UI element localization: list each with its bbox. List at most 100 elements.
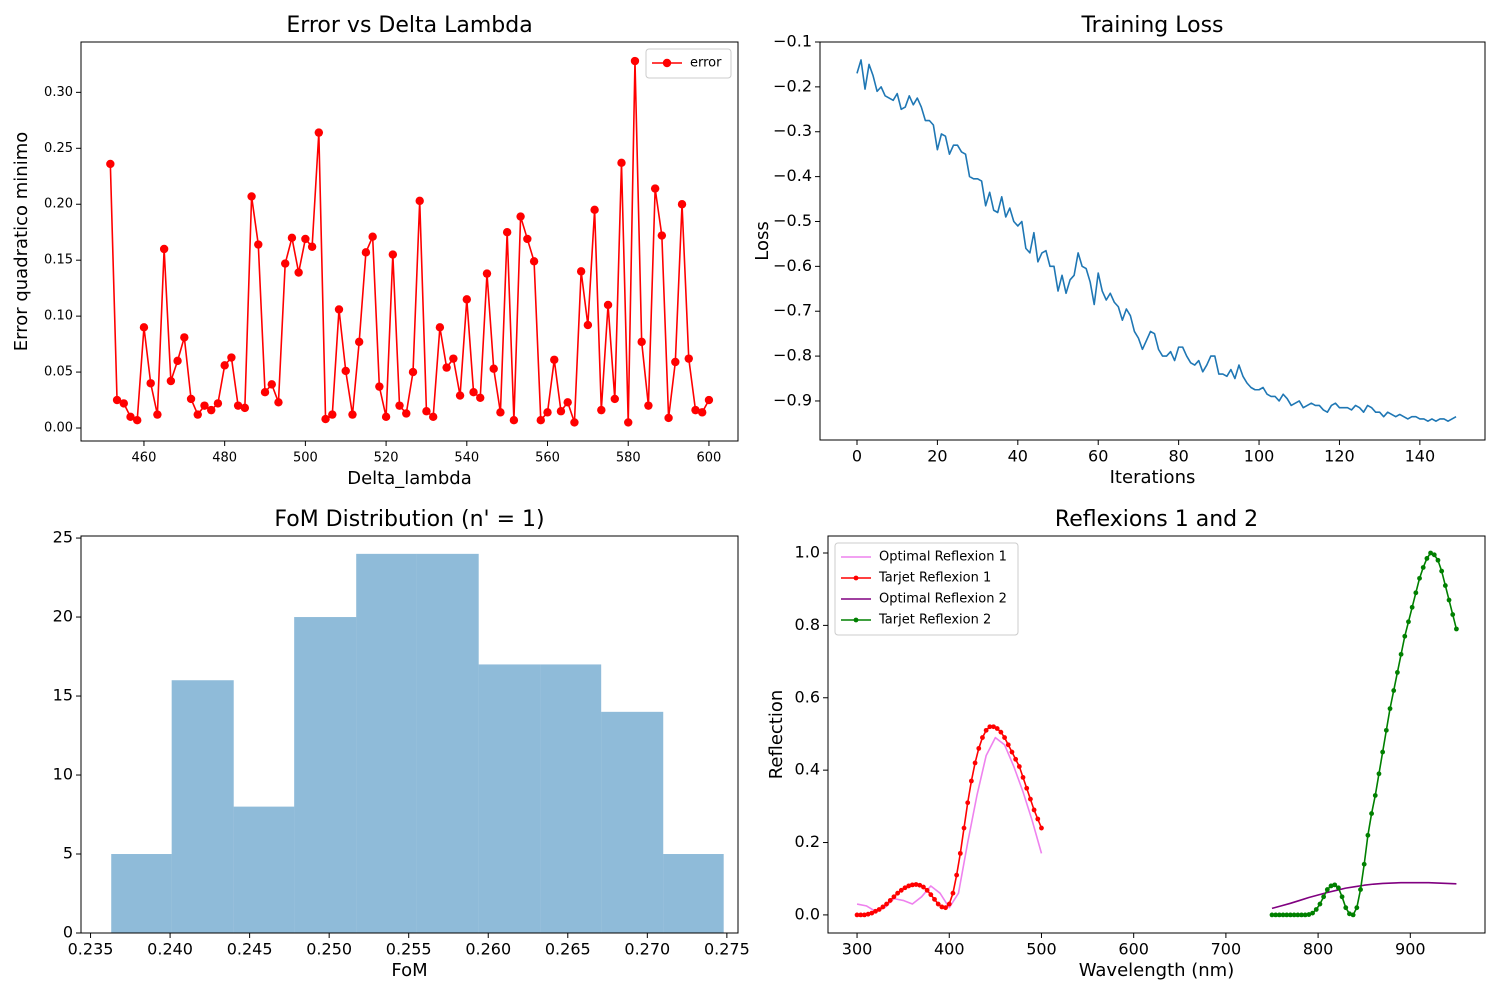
data-point xyxy=(1009,749,1015,755)
hist-bar xyxy=(540,664,602,933)
data-point xyxy=(1402,633,1408,639)
x-tick-label: 140 xyxy=(1405,447,1436,466)
data-point xyxy=(698,408,707,417)
x-tick-label: 120 xyxy=(1324,447,1355,466)
data-point xyxy=(550,355,559,364)
data-point xyxy=(1002,735,1007,740)
data-point xyxy=(153,410,162,419)
data-point xyxy=(415,196,424,206)
data-point xyxy=(133,415,142,425)
x-tick-label: 800 xyxy=(1303,940,1334,959)
y-tick-label: 0.05 xyxy=(44,365,73,380)
series-line xyxy=(856,736,1043,913)
data-point xyxy=(1376,771,1382,777)
data-point xyxy=(1299,912,1304,918)
data-point xyxy=(496,408,505,417)
data-point xyxy=(126,412,135,422)
x-tick-label: 600 xyxy=(697,451,722,466)
data-point xyxy=(381,412,391,422)
data-point xyxy=(1295,912,1301,918)
series-line xyxy=(1271,881,1457,910)
y-tick-label: 0.10 xyxy=(44,309,73,324)
data-point xyxy=(260,388,270,397)
data-point xyxy=(980,735,985,740)
data-point xyxy=(1024,785,1030,791)
data-point xyxy=(887,898,893,903)
data-point xyxy=(972,760,978,766)
x-tick-label: 0.260 xyxy=(465,940,511,959)
data-point xyxy=(509,415,519,425)
data-point xyxy=(1383,727,1389,733)
data-point xyxy=(476,393,485,403)
data-point xyxy=(1302,912,1308,918)
y-tick-label: 1.0 xyxy=(795,543,820,562)
data-point xyxy=(902,885,908,891)
data-point xyxy=(876,907,882,912)
data-point xyxy=(213,399,223,408)
y-tick-label: 20 xyxy=(53,607,73,626)
data-point xyxy=(341,366,350,376)
x-tick-label: 300 xyxy=(842,940,873,959)
x-tick-label: 0.235 xyxy=(68,940,114,959)
y-tick-label: 0.2 xyxy=(795,832,820,851)
data-point xyxy=(1335,885,1341,891)
data-point xyxy=(139,323,149,332)
data-point xyxy=(1424,556,1430,561)
data-point xyxy=(987,724,993,730)
series-line xyxy=(856,59,1457,422)
legend-label: Tarjet Reflexion 2 xyxy=(878,613,991,628)
y-tick-label: 0.0 xyxy=(795,904,820,923)
legend-box xyxy=(645,48,732,79)
data-point xyxy=(1306,912,1312,917)
series-line xyxy=(109,60,710,424)
chart-title: Training Loss xyxy=(1080,13,1223,38)
data-point xyxy=(281,259,290,268)
data-point xyxy=(998,729,1004,735)
y-tick-label: 0 xyxy=(63,923,73,942)
data-point xyxy=(1350,912,1356,918)
x-tick-label: 400 xyxy=(934,940,965,959)
data-point xyxy=(462,295,472,304)
data-point xyxy=(361,248,371,257)
data-point xyxy=(408,367,418,377)
data-point xyxy=(1358,887,1363,892)
legend-marker xyxy=(853,617,859,623)
data-point xyxy=(895,890,901,896)
y-tick-label: −0.9 xyxy=(773,390,812,409)
data-point xyxy=(939,904,945,910)
y-tick-label: −0.3 xyxy=(773,121,812,140)
x-tick-label: 60 xyxy=(1088,447,1108,466)
data-point xyxy=(200,401,209,410)
y-tick-label: −0.6 xyxy=(773,256,812,275)
data-point xyxy=(1310,910,1315,916)
data-point xyxy=(624,418,633,427)
y-axis-label: Loss xyxy=(752,221,773,260)
data-point xyxy=(529,257,539,266)
data-point xyxy=(1317,901,1323,907)
axes-frame xyxy=(80,41,739,442)
hist-bar xyxy=(233,806,295,933)
hist-bar xyxy=(111,854,172,933)
x-axis-label: Wavelength (nm) xyxy=(1079,960,1235,981)
data-point xyxy=(1428,550,1433,556)
data-point xyxy=(240,403,250,413)
data-point xyxy=(267,380,276,389)
data-point xyxy=(1409,604,1415,610)
y-tick-label: 25 xyxy=(53,528,73,547)
data-point xyxy=(1313,907,1319,912)
data-point xyxy=(610,394,619,404)
x-tick-label: 0.245 xyxy=(227,940,273,959)
data-point xyxy=(328,410,337,419)
y-tick-label: −0.4 xyxy=(773,166,812,185)
legend-marker xyxy=(662,58,672,68)
x-tick-label: 0.275 xyxy=(704,940,750,959)
data-point xyxy=(873,908,878,914)
data-point xyxy=(1442,583,1448,588)
axes-frame xyxy=(827,535,1486,934)
x-axis-label: Iterations xyxy=(1110,467,1196,488)
data-point xyxy=(388,250,398,259)
y-tick-label: 5 xyxy=(63,844,73,863)
data-point xyxy=(556,407,566,416)
chart-title: FoM Distribution (n' = 1) xyxy=(274,507,544,532)
y-tick-label: 15 xyxy=(53,686,73,705)
